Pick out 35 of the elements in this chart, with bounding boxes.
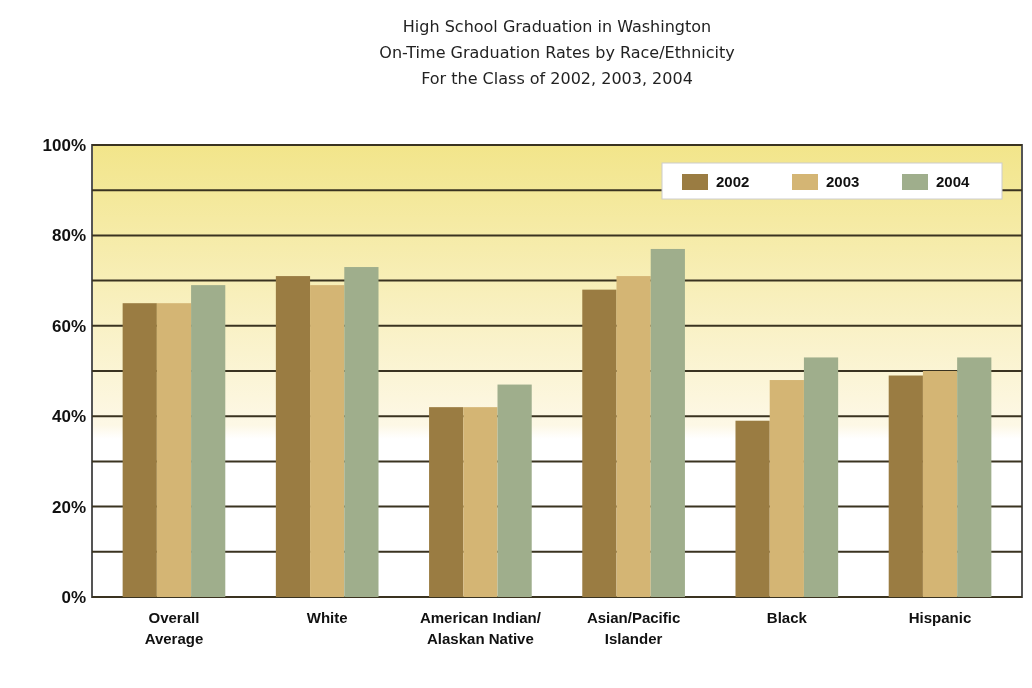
bar — [463, 407, 498, 597]
bar — [429, 407, 464, 597]
x-tick-label: Overall Average — [144, 609, 204, 647]
bar — [650, 248, 685, 597]
bar — [769, 380, 804, 597]
bar — [803, 357, 839, 597]
bar — [497, 384, 532, 597]
bar — [957, 357, 992, 597]
bar — [922, 371, 958, 597]
bar — [582, 289, 617, 597]
y-tick-label: 100% — [42, 135, 86, 155]
bar — [735, 420, 770, 597]
bar — [275, 276, 311, 597]
y-tick-label: 80% — [51, 226, 86, 246]
legend-label: 2004 — [936, 173, 971, 191]
x-tick-label: Black — [766, 609, 808, 626]
legend-label: 2002 — [716, 173, 750, 191]
bar — [616, 276, 651, 597]
x-tick-label: American Indian/ Alaskan Native — [419, 609, 542, 647]
bar — [122, 303, 157, 597]
chart-title: High School Graduation in Washington — [402, 17, 712, 36]
bar — [156, 303, 192, 597]
y-tick-label: 0% — [61, 587, 86, 607]
legend-label: 2003 — [826, 173, 860, 191]
y-tick-label: 60% — [51, 316, 86, 336]
bar — [310, 285, 345, 597]
chart-subtitle: On-Time Graduation Rates by Race/Ethnicity For the Class of 2002, 2003, 2004 — [379, 43, 735, 88]
bar — [888, 375, 923, 597]
y-tick-label: 40% — [51, 407, 86, 427]
x-tick-label: Hispanic — [908, 609, 972, 626]
y-tick-label: 20% — [51, 497, 86, 517]
x-tick-label: Asian/Pacific Islander — [586, 609, 681, 647]
x-tick-label: White — [306, 609, 348, 626]
bar — [344, 267, 379, 597]
bar — [191, 285, 226, 597]
